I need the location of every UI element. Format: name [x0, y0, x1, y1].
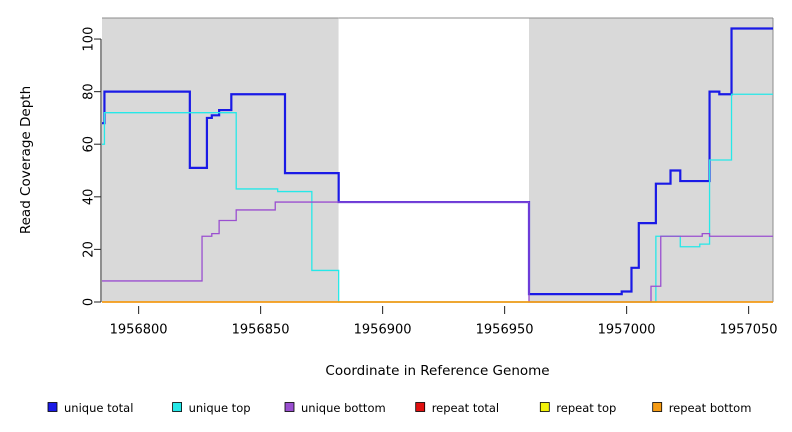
legend-label-repeat-top: repeat top	[556, 401, 616, 415]
legend-item-unique-total[interactable]: unique total	[47, 401, 133, 415]
panel-gap-unshaded	[338, 18, 529, 302]
y-tick-label-1: 20	[82, 241, 97, 258]
panel-right-shaded	[529, 18, 773, 302]
y-tick-label-0: 0	[82, 298, 97, 306]
legend-label-repeat-total: repeat total	[432, 401, 499, 415]
x-tick-label-5: 1957050	[720, 323, 778, 338]
legend-swatch-unique-total	[47, 402, 58, 412]
legend-item-unique-bottom[interactable]: unique bottom	[284, 401, 386, 415]
series-layer	[102, 27, 773, 303]
x-tick-label-3: 1956950	[476, 323, 534, 338]
x-tick-label-4: 1957000	[598, 323, 656, 338]
legend-label-unique-bottom: unique bottom	[301, 401, 386, 415]
axis-titles-layer: Read Coverage Depth Coordinate in Referen…	[18, 86, 550, 379]
x-tick-label-1: 1956850	[232, 323, 290, 338]
legend-label-unique-top: unique top	[189, 401, 251, 415]
legend-item-repeat-bottom[interactable]: repeat bottom	[652, 401, 752, 415]
series-line-unique-bottom	[102, 201, 773, 303]
legend-swatch-repeat-total	[415, 402, 426, 412]
legend-swatch-repeat-top	[539, 402, 550, 412]
plot-background-layer	[102, 17, 774, 302]
legend-item-repeat-total[interactable]: repeat total	[415, 401, 499, 415]
y-tick-label-5: 100	[82, 27, 97, 52]
panel-left-shaded	[102, 18, 339, 302]
y-axis-title: Read Coverage Depth	[18, 86, 34, 234]
legend-item-unique-top[interactable]: unique top	[172, 401, 251, 415]
y-tick-label-2: 40	[82, 189, 97, 206]
legend: unique total unique top unique bottom repea…	[47, 401, 752, 415]
legend-label-unique-total: unique total	[64, 401, 133, 415]
tick-labels-layer: 0 20 40 60 80 100 1956800 1956850 1956900 1956950…	[82, 27, 778, 338]
x-tick-label-2: 1956900	[354, 323, 412, 338]
legend-label-repeat-bottom: repeat bottom	[669, 401, 752, 415]
legend-swatch-unique-bottom	[284, 402, 295, 412]
legend-swatch-repeat-bottom	[652, 402, 663, 412]
x-axis-title: Coordinate in Reference Genome	[325, 363, 549, 379]
y-tick-label-3: 60	[82, 136, 97, 153]
legend-swatch-unique-top	[172, 402, 183, 412]
y-tick-label-4: 80	[82, 83, 97, 100]
axes-layer	[94, 38, 750, 314]
legend-item-repeat-top[interactable]: repeat top	[539, 401, 616, 415]
x-tick-label-0: 1956800	[110, 323, 168, 338]
